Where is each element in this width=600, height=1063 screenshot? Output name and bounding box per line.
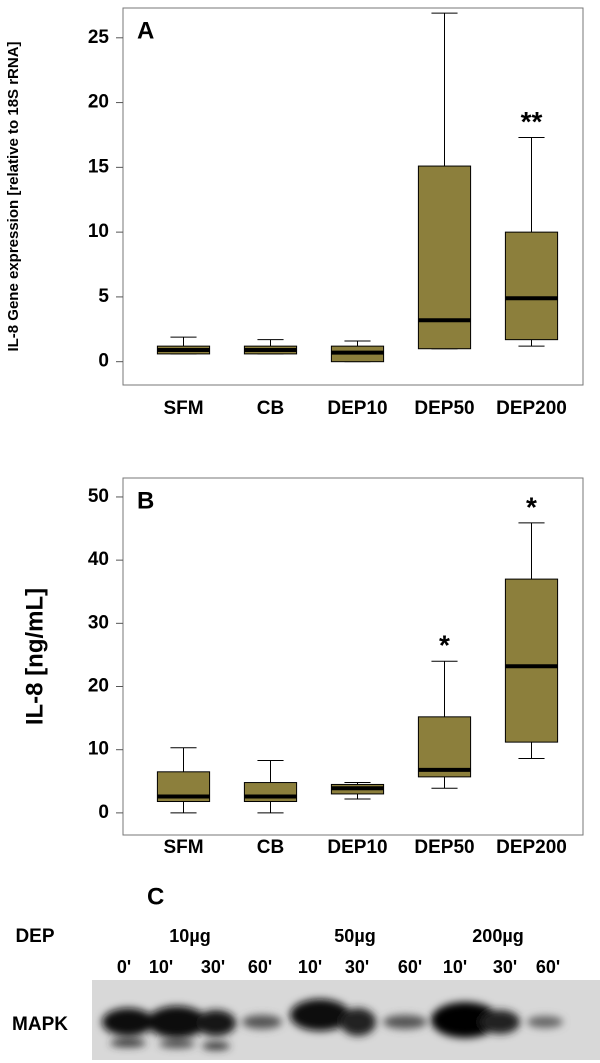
x-tick-label: DEP50 [414, 398, 474, 419]
time-label: 60' [398, 957, 422, 977]
box [243, 782, 298, 803]
y-tick-label: 5 [98, 286, 109, 307]
blot-bands [102, 999, 563, 1050]
x-tick-label: DEP10 [327, 837, 387, 858]
plot-frame [122, 477, 584, 836]
y-axis-label: IL-8 Gene expression [relative to 18S rR… [5, 41, 22, 351]
treatment-label: DEP [15, 926, 54, 947]
time-label: 60' [536, 957, 560, 977]
y-axis-label: IL-8 [ng/mL] [21, 588, 48, 725]
y-tick-label: 20 [88, 676, 109, 697]
dose-label: 50µg [334, 926, 375, 946]
time-label: 30' [201, 957, 225, 977]
x-tick-label: DEP200 [496, 837, 567, 858]
dose-label: 200µg [472, 926, 523, 946]
box [504, 231, 559, 341]
western-blot [92, 980, 600, 1060]
x-tick-label: DEP200 [496, 398, 567, 419]
y-tick-label: 40 [88, 549, 109, 570]
time-label: 0' [117, 957, 131, 977]
time-label: 60' [248, 957, 272, 977]
panel-label: A [137, 17, 154, 44]
panel-label: B [137, 487, 154, 514]
time-label: 30' [493, 957, 517, 977]
protein-label: MAPK [12, 1014, 68, 1035]
x-tick-label: SFM [163, 837, 203, 858]
y-tick-label: 20 [88, 92, 109, 113]
significance-marker: * [439, 630, 450, 661]
time-label: 10' [149, 957, 173, 977]
y-tick-label: 15 [88, 156, 110, 177]
significance-marker: * [439, 0, 450, 13]
x-tick-label: DEP50 [414, 837, 474, 858]
box [417, 716, 472, 778]
y-tick-label: 50 [88, 486, 109, 507]
box [504, 578, 559, 743]
x-tick-label: SFM [163, 398, 203, 419]
time-label: 30' [345, 957, 369, 977]
significance-marker: * [526, 491, 537, 522]
x-tick-label: DEP10 [327, 398, 387, 419]
y-tick-label: 30 [88, 612, 109, 633]
plot-frame [122, 7, 584, 386]
x-tick-label: CB [257, 837, 284, 858]
time-label: 10' [443, 957, 467, 977]
panel-label: C [147, 883, 164, 910]
y-tick-label: 10 [88, 221, 109, 242]
x-tick-label: CB [257, 398, 284, 419]
y-tick-label: 0 [98, 802, 109, 823]
significance-marker: ** [521, 106, 543, 137]
dose-label: 10µg [169, 926, 210, 946]
y-tick-label: 25 [88, 27, 110, 48]
y-tick-label: 10 [88, 739, 109, 760]
y-tick-label: 0 [98, 351, 109, 372]
time-label: 10' [298, 957, 322, 977]
